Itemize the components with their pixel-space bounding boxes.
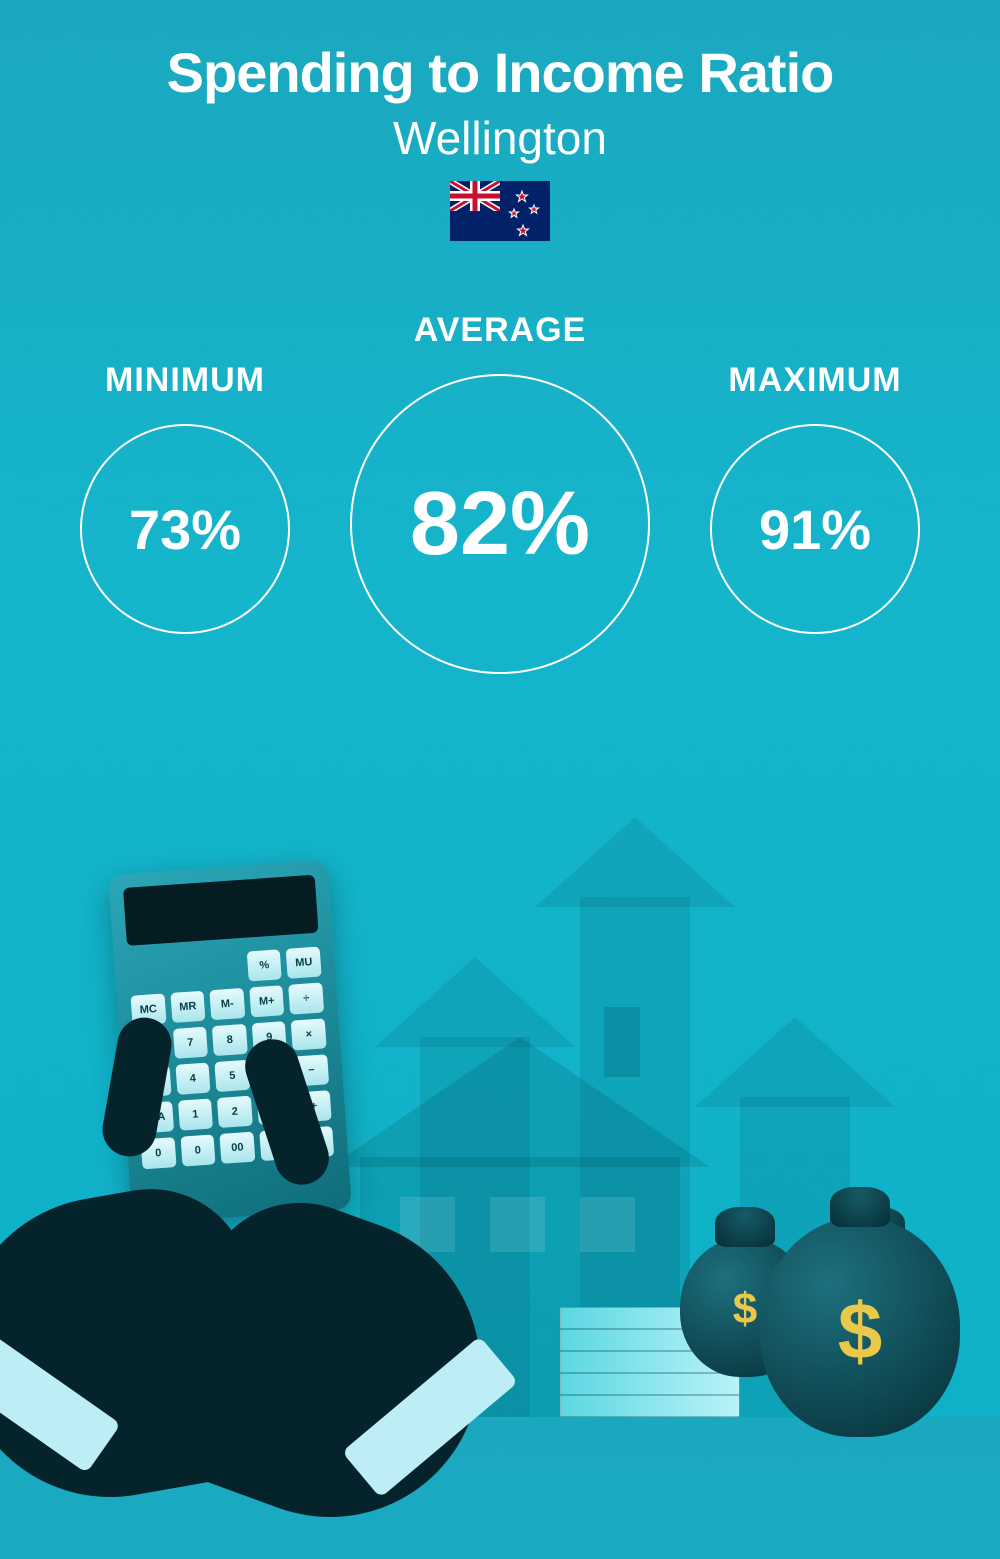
header: Spending to Income Ratio Wellington — [0, 0, 1000, 241]
hand-icon — [0, 1173, 284, 1521]
house-icon — [360, 1157, 680, 1417]
stat-maximum-circle: 91% — [710, 424, 920, 634]
stat-average-value: 82% — [410, 473, 590, 576]
stat-maximum-label: MAXIMUM — [728, 361, 901, 400]
money-bag-icon: $ — [680, 1237, 810, 1377]
stat-average-circle: 82% — [350, 374, 650, 674]
calculator-icon: %MUMCMRM-M+÷+/-789×▶456−C/A123+0000.= — [108, 860, 352, 1224]
cuff-icon — [0, 1321, 121, 1473]
thumb-icon — [238, 1032, 336, 1191]
up-arrow-icon — [740, 1097, 850, 1417]
stat-minimum-value: 73% — [129, 497, 241, 562]
money-bag-icon: $ — [760, 1217, 960, 1437]
page-title: Spending to Income Ratio — [0, 40, 1000, 105]
stats-row: MINIMUM 73% AVERAGE 82% MAXIMUM 91% — [0, 311, 1000, 674]
up-arrow-icon — [580, 897, 690, 1417]
page-subtitle: Wellington — [0, 111, 1000, 165]
stat-minimum-label: MINIMUM — [105, 361, 265, 400]
stat-minimum-circle: 73% — [80, 424, 290, 634]
stat-minimum: MINIMUM 73% — [80, 361, 290, 634]
money-bag-icon: $ — [810, 1237, 940, 1377]
cash-stack-icon — [560, 1307, 740, 1417]
up-arrow-icon — [420, 1037, 530, 1417]
nz-flag-icon — [450, 181, 550, 241]
stat-maximum: MAXIMUM 91% — [710, 361, 920, 634]
stat-average: AVERAGE 82% — [350, 311, 650, 674]
cuff-icon — [342, 1336, 518, 1498]
stat-average-label: AVERAGE — [414, 311, 587, 350]
illustration: $ $ $ %MUMCMRM-M+÷+/-789×▶456−C/A123+000… — [0, 717, 1000, 1417]
stat-maximum-value: 91% — [759, 497, 871, 562]
hand-icon — [138, 1175, 523, 1559]
thumb-icon — [98, 1013, 175, 1160]
